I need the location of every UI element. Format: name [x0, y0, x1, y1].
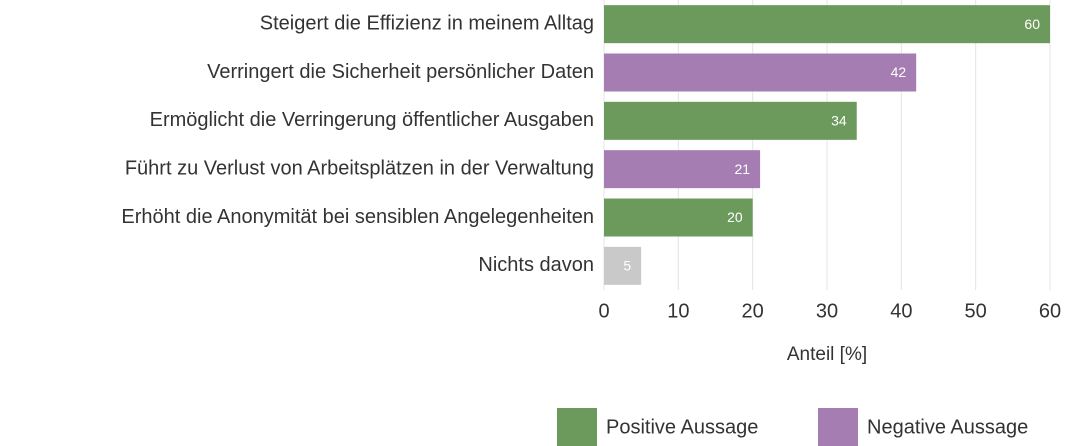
- bar: [604, 101, 857, 140]
- x-tick-label: 40: [890, 300, 912, 322]
- x-tick-label: 10: [667, 300, 689, 322]
- bar: [604, 198, 753, 237]
- bar: [604, 5, 1050, 44]
- value-label: 20: [727, 209, 743, 225]
- value-label: 34: [831, 113, 847, 129]
- x-tick-label: 50: [965, 300, 987, 322]
- category-label: Führt zu Verlust von Arbeitsplätzen in d…: [125, 157, 594, 179]
- legend-label: Negative Aussage: [867, 416, 1028, 438]
- category-label: Nichts davon: [478, 254, 594, 276]
- legend-swatch: [818, 408, 858, 446]
- value-label: 21: [735, 161, 751, 177]
- bar: [604, 246, 642, 285]
- x-tick-label: 0: [598, 300, 609, 322]
- value-label: 42: [891, 64, 907, 80]
- category-label: Steigert die Effizienz in meinem Alltag: [260, 12, 594, 34]
- value-label: 5: [623, 258, 631, 274]
- value-label: 60: [1024, 16, 1040, 32]
- x-tick-label: 30: [816, 300, 838, 322]
- x-axis-label: Anteil [%]: [787, 344, 867, 365]
- legend-swatch: [557, 408, 597, 446]
- bar: [604, 53, 917, 92]
- category-label: Verringert die Sicherheit persönlicher D…: [207, 61, 594, 83]
- legend-label: Positive Aussage: [606, 416, 758, 438]
- x-tick-label: 20: [742, 300, 764, 322]
- bar: [604, 150, 761, 189]
- category-label: Ermöglicht die Verringerung öffentlicher…: [150, 109, 594, 131]
- x-tick-label: 60: [1039, 300, 1061, 322]
- category-label: Erhöht die Anonymität bei sensiblen Ange…: [121, 206, 594, 228]
